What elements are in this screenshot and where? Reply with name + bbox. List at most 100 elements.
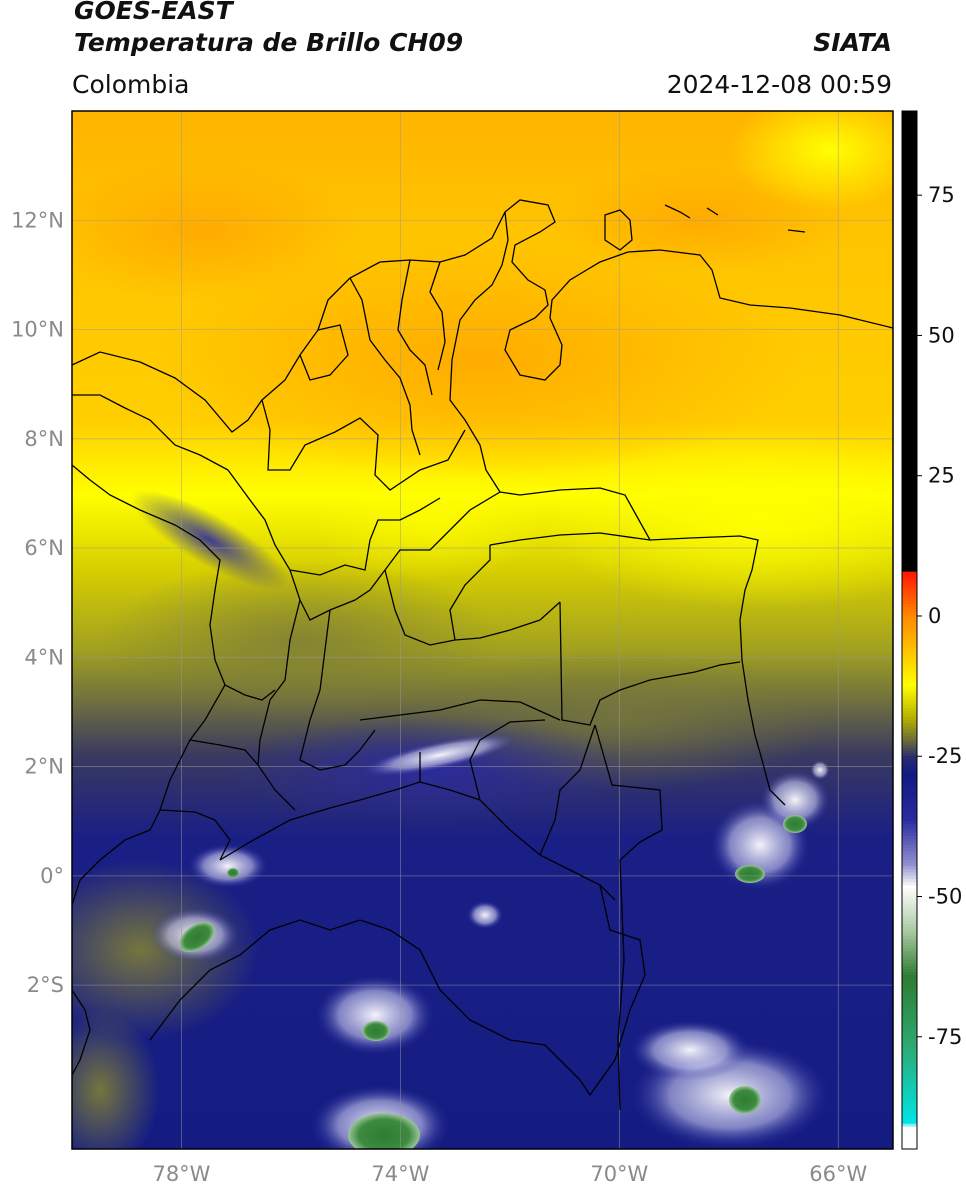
colorbar-segment [902,583,917,588]
graticule [72,111,893,1149]
colorbar-segment [902,945,917,949]
colorbar-segment [902,1011,917,1016]
colorbar-segment [902,246,917,250]
colorbar-segment [902,975,917,979]
colorbar-segment [902,393,917,398]
colorbar-segment [902,844,917,849]
colorbar-segment [902,228,917,232]
colorbar-segment [902,411,917,416]
colorbar-segment [902,498,917,503]
colorbar-segment [902,144,917,148]
colorbar: 75 50 25 0 -25 -50 -75 [901,110,962,1150]
colorbar-segment [902,1096,917,1101]
colorbar-segment [902,1002,917,1007]
country-borders [72,199,893,1111]
colorbar-segment [902,604,917,608]
colorbar-segment [902,642,917,647]
colorbar-segment [902,510,917,515]
colorbar-segment [902,513,917,518]
colorbar-segment [902,759,917,763]
colorbar-segment [902,704,917,709]
lat-tick-label: 2°N [24,755,64,779]
colorbar-segment [902,692,917,697]
colorbar-segment [902,501,917,506]
colorbar-segment [902,282,917,287]
lat-tick-label: 12°N [11,208,64,232]
colorbar-segment [902,1075,917,1080]
colorbar-segment [902,1105,917,1110]
colorbar-segment [902,171,917,175]
colorbar-segment [902,141,917,145]
colorbar-segment [902,906,917,910]
colorbar-segment [902,624,917,629]
colorbar-segment [902,805,917,810]
colorbar-segment [902,891,917,895]
lat-tick-label: 4°N [24,645,64,669]
colorbar-segment [902,408,917,413]
colorbar-segment [902,345,917,350]
colorbar-segment [902,966,917,970]
colorbar-segment [902,1017,917,1022]
colorbar-segment [902,885,917,889]
colorbar-segment [902,680,917,684]
colorbar-segment [902,800,917,804]
colorbar-tick-label: -25 [928,744,962,768]
region-label: Colombia [72,70,190,99]
colorbar-segment [902,195,917,199]
colorbar-segment [902,978,917,982]
colorbar-segment [902,276,917,280]
colorbar-segment [902,829,917,834]
colorbar-segment [902,192,917,196]
colorbar-segment [902,333,917,338]
colorbar-segment [902,186,917,190]
colorbar-segment [902,1084,917,1089]
colorbar-segment [902,480,917,485]
colorbar-segment [902,1078,917,1083]
colorbar-segment [902,1087,917,1092]
lat-tick-label: 8°N [24,427,64,451]
colorbar-segment [902,381,917,386]
colorbar-segment [902,168,917,172]
colorbar-segment [902,788,917,792]
colorbar-segment [902,939,917,943]
colorbar-segment [902,387,917,392]
colorbar-segment [902,1057,917,1062]
colorbar-segment [902,942,917,946]
colorbar-segment [902,426,917,431]
colorbar-segment [902,779,917,783]
colorbar-segment [902,438,917,443]
colorbar-segment [902,249,917,253]
colorbar-segment [902,618,917,623]
colorbar-segment [902,1111,917,1116]
colorbar-segment [902,138,917,142]
colorbar-segment [902,405,917,410]
colorbar-segment [902,607,917,611]
colorbar-segment [902,315,917,320]
colorbar-segment [902,1054,917,1059]
colorbar-segment [902,924,917,928]
colorbar-segment [902,330,917,335]
colorbar-segment [902,963,917,967]
colorbar-segment [902,378,917,383]
colorbar-segment [902,921,917,925]
colorbar-segment [902,710,917,715]
colorbar-segment [902,114,917,118]
colorbar-segment [902,327,917,332]
colorbar-segment [902,756,917,760]
colorbar-segment [902,716,917,721]
colorbar-segment [902,243,917,247]
colorbar-segment [902,915,917,919]
colorbar-segment [902,132,917,136]
colorbar-segment [902,927,917,931]
colorbar-segment [902,477,917,482]
colorbar-segment [902,630,917,635]
colorbar-segment [902,903,917,907]
colorbar-segment [902,1108,917,1113]
lon-tick-label: 78°W [152,1162,210,1186]
lon-tick-label: 70°W [590,1162,648,1186]
colorbar-segment [902,595,917,599]
colorbar-segment [902,745,917,749]
colorbar-segment [902,1123,917,1128]
colorbar-segment [902,363,917,368]
colorbar-segment [902,384,917,389]
